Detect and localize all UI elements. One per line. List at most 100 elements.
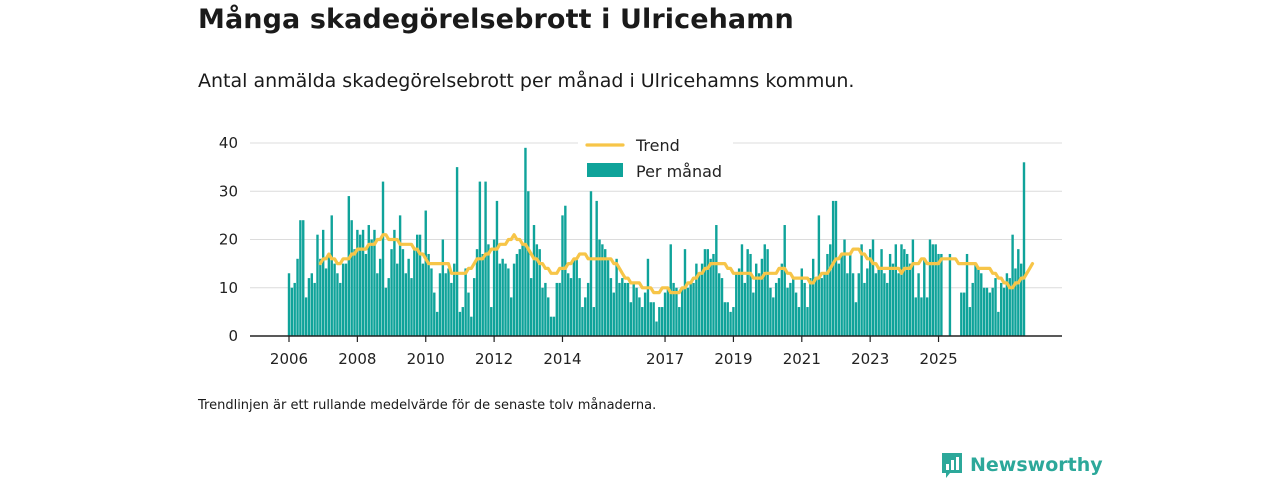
bar bbox=[1019, 263, 1023, 336]
bar bbox=[341, 263, 345, 336]
bar bbox=[843, 239, 846, 336]
bar bbox=[313, 282, 316, 336]
bar bbox=[435, 311, 439, 336]
bar bbox=[820, 278, 823, 336]
bar bbox=[527, 191, 530, 336]
bar bbox=[427, 253, 430, 336]
bar bbox=[994, 278, 997, 336]
bar bbox=[393, 229, 396, 336]
bar bbox=[729, 311, 732, 336]
bar bbox=[629, 302, 633, 336]
bar bbox=[336, 273, 339, 336]
bar bbox=[370, 239, 373, 336]
bar bbox=[424, 210, 427, 336]
x-tick-label: 2023 bbox=[851, 350, 889, 368]
bar bbox=[897, 273, 900, 336]
y-tick-label: 0 bbox=[228, 327, 238, 345]
bar bbox=[960, 292, 963, 336]
bar bbox=[401, 249, 405, 336]
bar bbox=[390, 249, 393, 336]
bar bbox=[643, 292, 647, 336]
bar bbox=[535, 244, 539, 336]
bar bbox=[373, 229, 376, 336]
bar bbox=[823, 273, 826, 336]
newsworthy-logo[interactable]: Newsworthy bbox=[940, 451, 1103, 479]
bar bbox=[786, 287, 789, 336]
bar bbox=[948, 253, 952, 336]
bar bbox=[809, 278, 812, 336]
bar bbox=[900, 244, 903, 336]
bar bbox=[840, 253, 843, 336]
bar bbox=[965, 253, 969, 336]
bar bbox=[806, 307, 809, 336]
bar bbox=[829, 244, 832, 336]
bar bbox=[766, 249, 769, 336]
bar bbox=[481, 253, 484, 336]
bar bbox=[604, 249, 607, 336]
bar bbox=[333, 263, 336, 336]
bar bbox=[347, 196, 351, 336]
bar bbox=[712, 253, 715, 336]
bar bbox=[569, 278, 573, 336]
bar bbox=[760, 258, 764, 336]
bar bbox=[934, 244, 937, 336]
bar bbox=[814, 278, 818, 336]
bar bbox=[1014, 268, 1017, 336]
bar bbox=[737, 268, 741, 336]
bar bbox=[837, 263, 841, 336]
x-tick-label: 2014 bbox=[543, 350, 581, 368]
bar bbox=[575, 258, 578, 336]
bar bbox=[991, 287, 994, 336]
bar bbox=[755, 263, 758, 336]
bar bbox=[327, 253, 331, 336]
bar bbox=[430, 268, 433, 336]
bar bbox=[732, 307, 735, 336]
bar bbox=[854, 302, 858, 336]
legend-label-per-manad: Per månad bbox=[636, 162, 722, 181]
bar bbox=[324, 268, 328, 336]
bar bbox=[834, 200, 838, 336]
bar bbox=[740, 244, 744, 336]
chart-area: 0 10 20 30 40 2006 2008 2010 2012 2014 2017 2019 202… bbox=[219, 132, 1062, 368]
x-tick-label: 2025 bbox=[919, 350, 957, 368]
bar bbox=[886, 282, 889, 336]
bar bbox=[700, 263, 704, 336]
bar bbox=[310, 273, 313, 336]
y-tick-label: 40 bbox=[219, 134, 238, 152]
bar bbox=[504, 263, 507, 336]
bar bbox=[564, 205, 567, 336]
bar bbox=[455, 167, 459, 336]
bar bbox=[749, 253, 752, 336]
bar bbox=[757, 273, 761, 336]
bar bbox=[692, 282, 695, 336]
brand-name: Newsworthy bbox=[970, 454, 1103, 476]
bar bbox=[723, 302, 727, 336]
bar bbox=[803, 282, 806, 336]
bar bbox=[663, 292, 667, 336]
bar bbox=[321, 229, 325, 336]
bar bbox=[937, 253, 940, 336]
axes: 0 10 20 30 40 2006 2008 2010 2012 2014 2017 2019 202… bbox=[219, 134, 1062, 368]
bar bbox=[980, 273, 983, 336]
bar bbox=[589, 191, 593, 336]
x-tick-label: 2006 bbox=[270, 350, 308, 368]
bar bbox=[330, 215, 333, 336]
bar bbox=[632, 282, 635, 336]
bar-series bbox=[287, 147, 1026, 336]
bar bbox=[962, 292, 966, 336]
bar bbox=[908, 263, 912, 336]
bar bbox=[461, 307, 464, 336]
bar bbox=[695, 263, 698, 336]
bar bbox=[532, 225, 536, 336]
bar bbox=[1022, 162, 1026, 336]
bar bbox=[578, 278, 581, 336]
bar bbox=[524, 147, 527, 336]
bar bbox=[925, 297, 929, 336]
bar bbox=[316, 234, 319, 336]
bar bbox=[626, 282, 630, 336]
bar bbox=[831, 200, 835, 336]
bar bbox=[319, 258, 322, 336]
bar bbox=[384, 287, 388, 336]
bar bbox=[541, 287, 544, 336]
bar bbox=[458, 311, 462, 336]
